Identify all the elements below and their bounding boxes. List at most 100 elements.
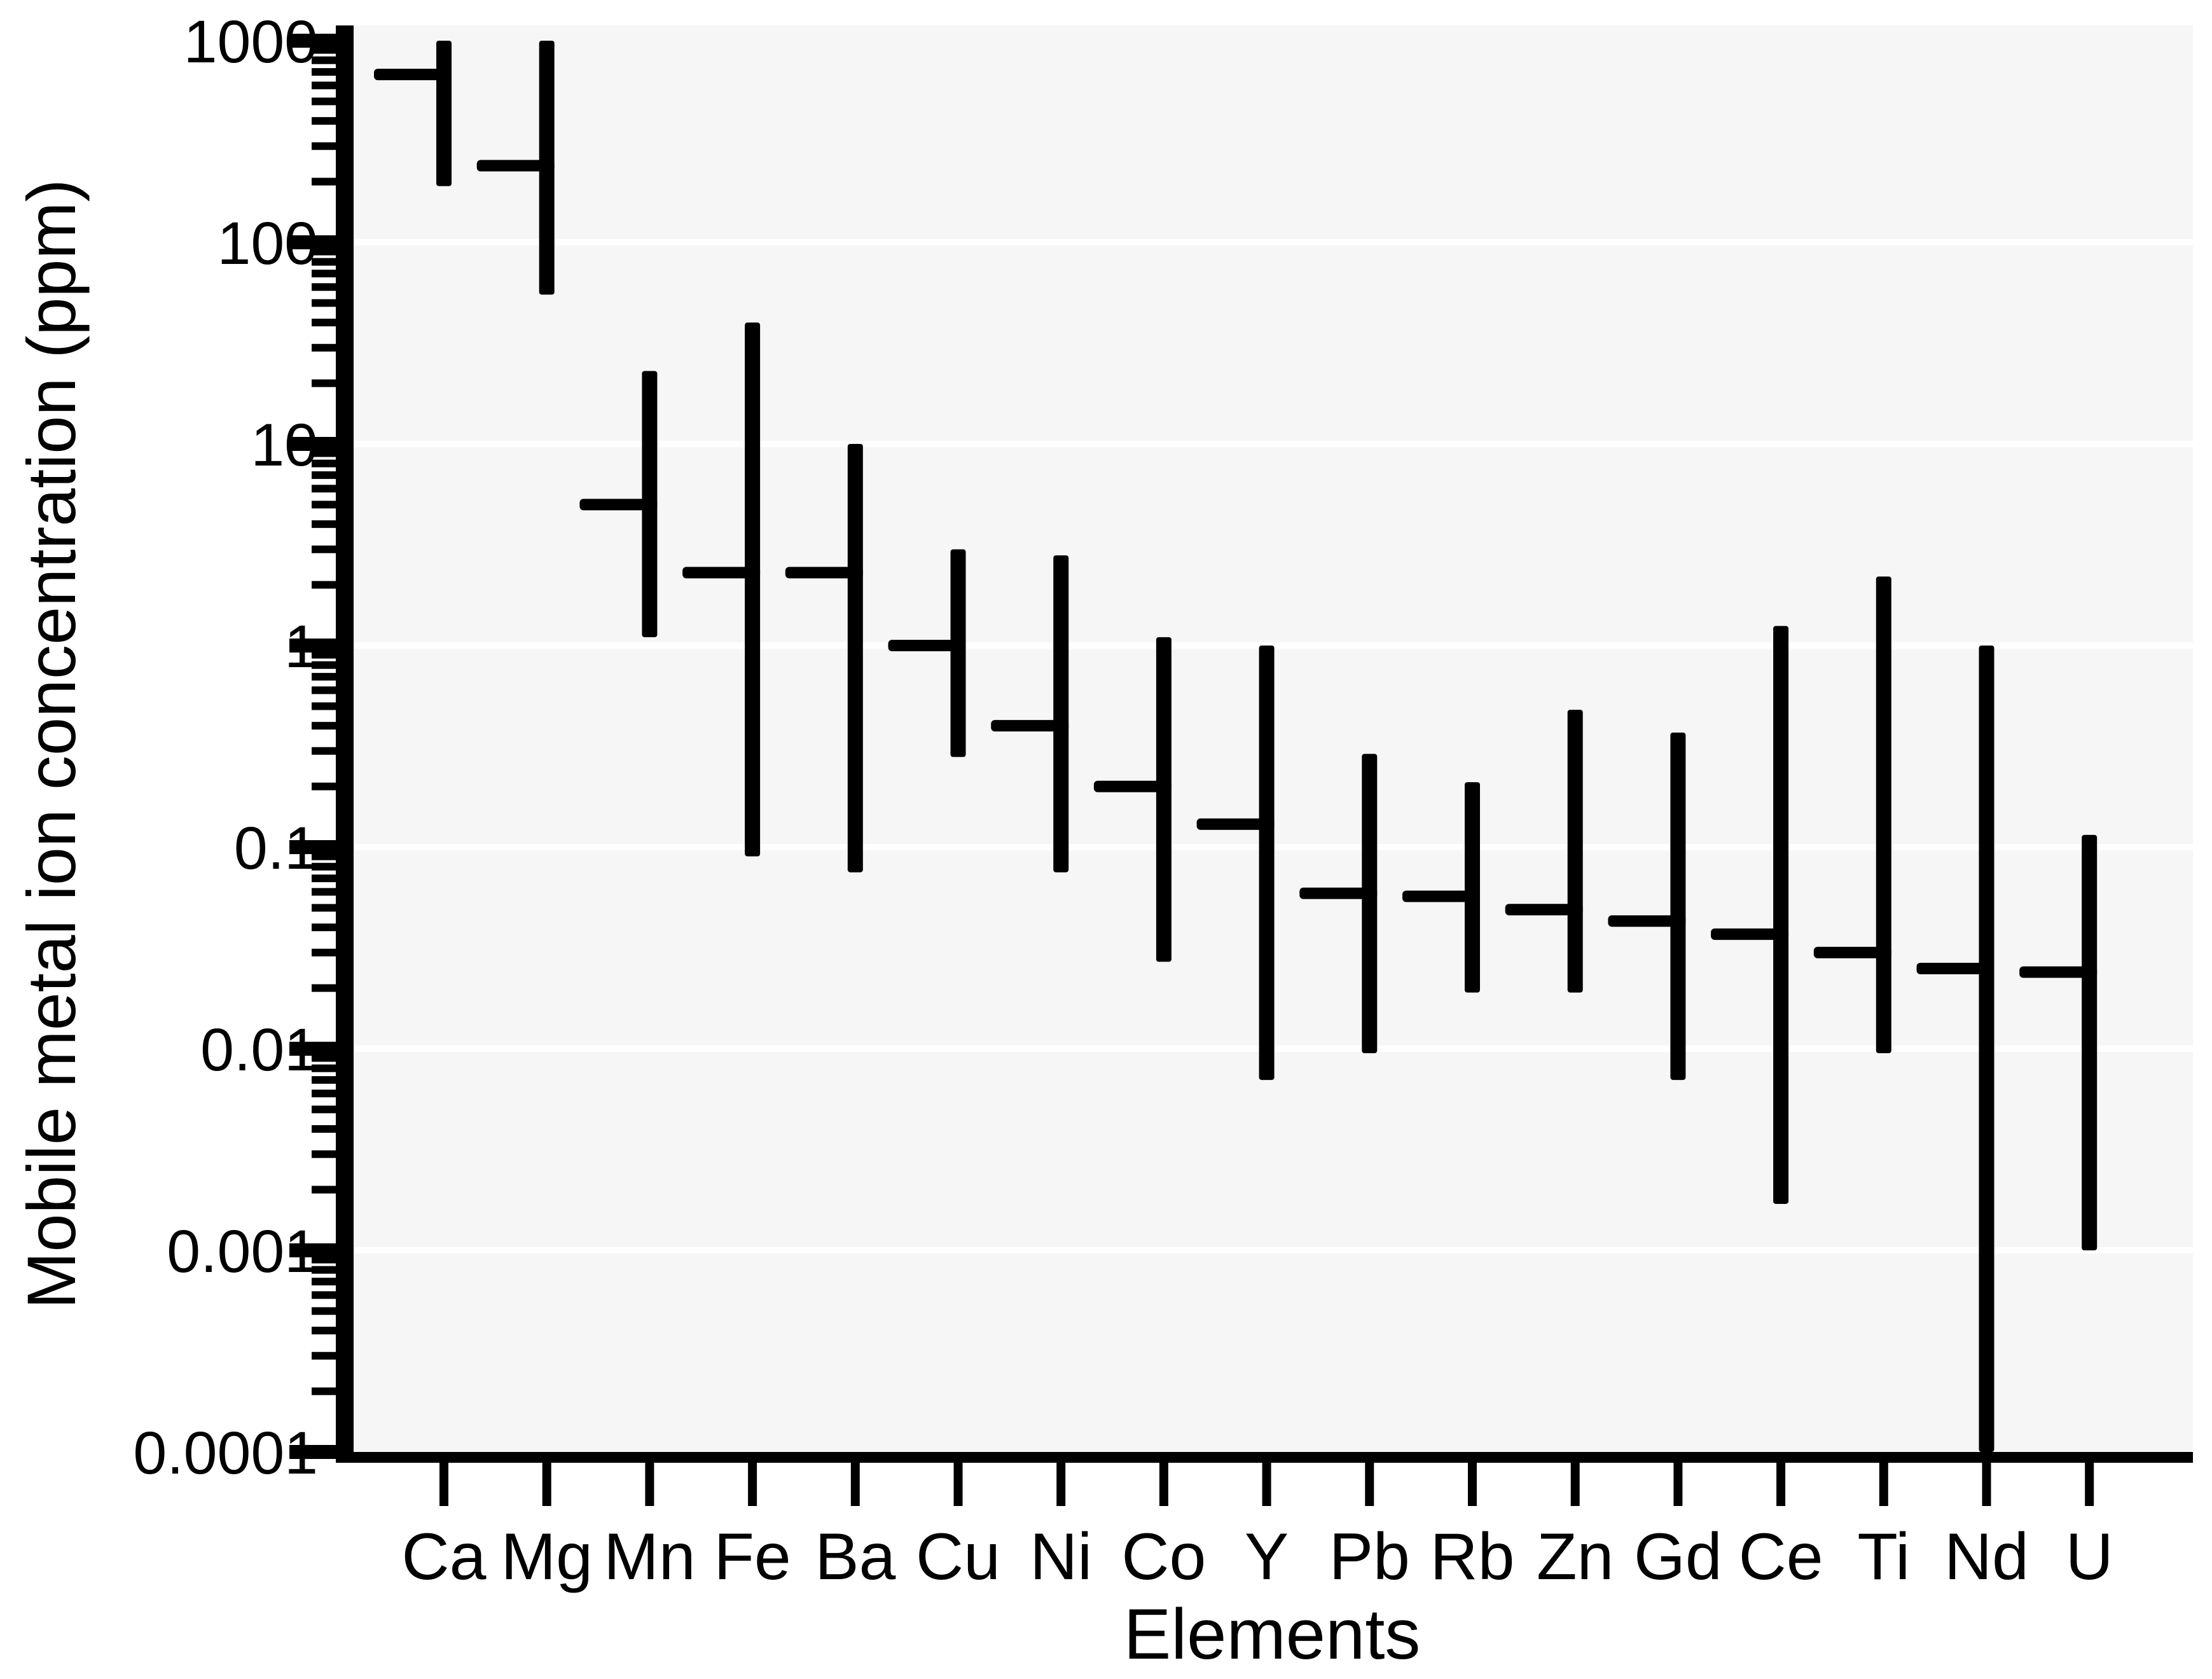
y-axis-minor-tick — [312, 56, 336, 64]
median-tick-ba — [785, 567, 863, 579]
x-axis-category-label: U — [2066, 1520, 2113, 1594]
x-axis-tick — [1570, 1463, 1580, 1506]
x-axis-category-label: Mn — [604, 1520, 695, 1594]
median-tick-fe — [682, 567, 761, 579]
y-axis-minor-tick — [312, 1266, 336, 1274]
x-axis-category-label: Fe — [714, 1520, 791, 1594]
y-axis-minor-tick — [312, 747, 336, 755]
gridline — [354, 239, 2193, 245]
x-axis-tick — [1982, 1463, 1991, 1506]
median-tick-y — [1196, 818, 1275, 830]
x-axis-category-label: Ce — [1739, 1520, 1823, 1594]
median-tick-pb — [1299, 887, 1378, 899]
median-tick-zn — [1505, 904, 1583, 916]
median-tick-rb — [1402, 890, 1480, 902]
y-axis-tick-label: 1000 — [184, 8, 318, 76]
y-axis-minor-tick — [312, 581, 336, 589]
y-axis-minor-tick — [312, 904, 336, 912]
y-axis-minor-tick — [312, 1278, 336, 1286]
y-axis-minor-tick — [312, 46, 336, 54]
y-axis-major-tick — [289, 34, 336, 48]
x-axis-tick — [953, 1463, 963, 1506]
y-axis-major-tick — [289, 1042, 336, 1056]
y-axis-tick-label: 0.001 — [167, 1218, 318, 1285]
y-axis-minor-tick — [312, 651, 336, 659]
y-axis-minor-tick — [312, 283, 336, 291]
y-axis-minor-tick — [312, 782, 336, 791]
x-axis-category-label: Co — [1121, 1520, 1206, 1594]
y-axis-minor-tick — [312, 1351, 336, 1360]
median-tick-ti — [1813, 946, 1891, 958]
range-bar-ce — [1773, 626, 1789, 1204]
x-axis-tick — [748, 1463, 757, 1506]
x-axis-tick — [1468, 1463, 1477, 1506]
y-axis-minor-tick — [312, 343, 336, 352]
x-axis-tick — [1879, 1463, 1888, 1506]
x-axis-tick — [1365, 1463, 1374, 1506]
median-tick-ni — [991, 720, 1069, 732]
gridline — [354, 441, 2193, 447]
y-axis-minor-tick — [312, 299, 336, 307]
y-axis-minor-tick — [312, 1089, 336, 1098]
range-bar-fe — [745, 322, 761, 857]
median-tick-nd — [1916, 962, 1994, 974]
y-axis-minor-tick — [312, 485, 336, 493]
gridline — [354, 1247, 2193, 1254]
x-axis-tick — [1159, 1463, 1168, 1506]
y-axis-minor-tick — [312, 545, 336, 553]
y-axis-tick-label: 0.01 — [200, 1016, 318, 1084]
median-tick-ca — [374, 69, 452, 81]
y-axis-minor-tick — [312, 270, 336, 278]
y-axis-minor-tick — [312, 1054, 336, 1062]
x-axis-tick — [1056, 1463, 1066, 1506]
y-axis-tick-label: 10 — [251, 411, 318, 479]
y-axis-minor-tick — [312, 852, 336, 860]
y-axis-minor-tick — [312, 247, 336, 256]
y-axis-minor-tick — [312, 1307, 336, 1315]
x-axis-tick — [542, 1463, 551, 1506]
y-axis-minor-tick — [312, 177, 336, 186]
x-axis-tick — [645, 1463, 654, 1506]
y-axis-minor-tick — [312, 68, 336, 76]
range-bar-rb — [1465, 782, 1480, 993]
range-bar-cu — [950, 549, 966, 757]
y-axis-title: Mobile metal ion concentration (ppm) — [13, 179, 90, 1309]
gridline — [354, 642, 2193, 649]
y-axis-tick-label: 0.1 — [234, 815, 318, 882]
x-axis-tick — [850, 1463, 860, 1506]
y-axis-tick-label: 100 — [217, 210, 318, 277]
y-axis-major-tick — [289, 235, 336, 249]
y-axis-minor-tick — [312, 117, 336, 125]
y-axis-minor-tick — [312, 1076, 336, 1084]
x-axis-category-label: Ti — [1857, 1520, 1910, 1594]
y-axis-minor-tick — [312, 449, 336, 457]
y-axis-minor-tick — [312, 923, 336, 932]
x-axis-category-label: Y — [1245, 1520, 1289, 1594]
y-axis-minor-tick — [312, 702, 336, 710]
x-axis-category-label: Mg — [501, 1520, 592, 1594]
y-axis-minor-tick — [312, 97, 336, 106]
x-axis-tick — [439, 1463, 448, 1506]
median-tick-mn — [579, 499, 658, 511]
x-axis-tick — [1776, 1463, 1786, 1506]
y-axis-tick-label: 1 — [284, 613, 318, 681]
y-axis-minor-tick — [312, 258, 336, 266]
y-axis-minor-tick — [312, 459, 336, 467]
x-axis-title: Elements — [1124, 1594, 1421, 1674]
x-axis-category-label: Ca — [402, 1520, 487, 1594]
y-axis-minor-tick — [312, 862, 336, 871]
y-axis-minor-tick — [312, 673, 336, 681]
y-axis-minor-tick — [312, 471, 336, 480]
range-bar-u — [2082, 834, 2098, 1250]
y-axis-major-tick — [289, 639, 336, 653]
x-axis-category-label: Ni — [1030, 1520, 1092, 1594]
median-tick-co — [1093, 780, 1172, 792]
median-tick-cu — [888, 640, 966, 651]
y-axis-minor-tick — [312, 1291, 336, 1299]
y-axis-minor-tick — [312, 1105, 336, 1114]
x-axis-category-label: Nd — [1944, 1520, 2029, 1594]
range-bar-zn — [1567, 710, 1583, 993]
x-axis-category-label: Rb — [1430, 1520, 1515, 1594]
